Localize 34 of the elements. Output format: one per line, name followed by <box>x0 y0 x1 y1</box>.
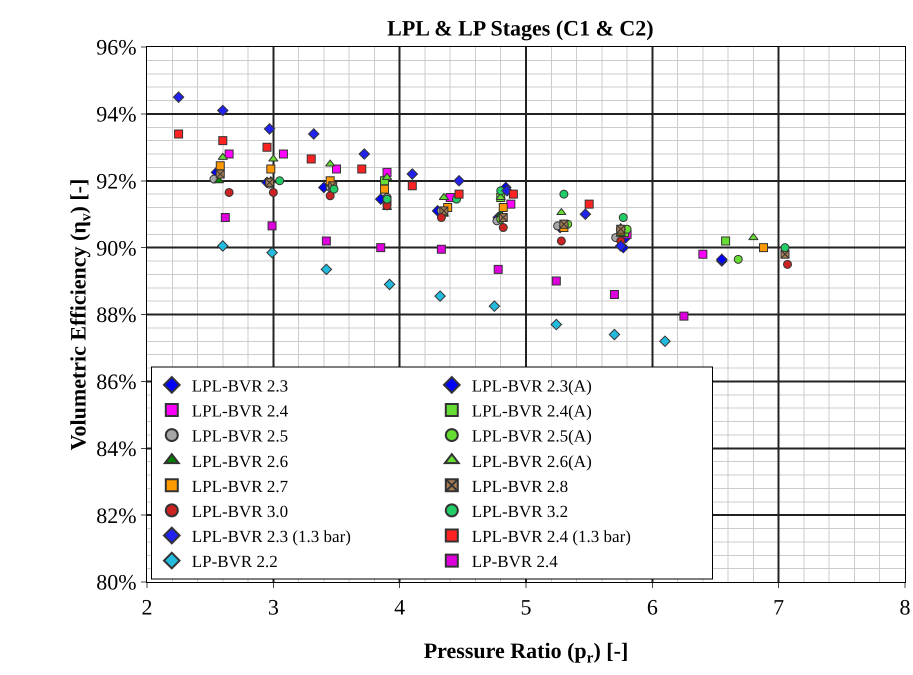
legend-label: LPL-BVR 2.3 <box>192 376 288 396</box>
legend-label: LPL-BVR 3.0 <box>192 502 288 522</box>
y-tick-label: 84% <box>96 436 137 461</box>
x-tick-label: 7 <box>773 594 784 620</box>
y-tick-label: 90% <box>96 235 137 260</box>
legend-label: LP-BVR 2.4 <box>472 552 558 572</box>
legend-label: LPL-BVR 2.3(A) <box>472 376 592 396</box>
chart-title: LPL & LP Stages (C1 & C2) <box>387 16 654 41</box>
legend-label: LPL-BVR 2.5 <box>192 426 288 446</box>
x-tick-label: 5 <box>520 594 532 620</box>
legend-label: LPL-BVR 2.4 (1.3 bar) <box>472 527 631 546</box>
legend-label: LPL-BVR 2.4 <box>192 402 289 421</box>
legend-label: LPL-BVR 2.7 <box>192 476 289 496</box>
x-tick-label: 4 <box>394 594 406 620</box>
x-axis-title: Pressure Ratio (p$_{r}$) [-] <box>424 638 628 667</box>
legend-label: LPL-BVR 2.6 <box>192 452 288 471</box>
x-tick-label: 6 <box>646 594 658 620</box>
legend-label: LPL-BVR 2.5(A) <box>472 426 592 446</box>
y-tick-label: 86% <box>96 369 137 394</box>
x-tick-label: 8 <box>900 594 910 620</box>
y-tick-label: 92% <box>96 168 137 194</box>
legend-label: LP-BVR 2.2 <box>192 552 278 572</box>
y-tick-label: 82% <box>96 502 137 528</box>
x-tick-label: 2 <box>142 594 152 620</box>
y-tick-label: 96% <box>96 34 137 60</box>
y-tick-label: 88% <box>96 302 137 328</box>
x-tick-label: 3 <box>268 594 279 620</box>
legend-label: LPL-BVR 2.8 <box>472 476 568 496</box>
y-tick-label: 94% <box>96 102 137 127</box>
legend-label: LPL-BVR 3.2 <box>472 502 568 522</box>
legend-label: LPL-BVR 2.4(A) <box>472 402 592 421</box>
legend-label: LPL-BVR 2.3 (1.3 bar) <box>192 527 351 546</box>
legend-label: LPL-BVR 2.6(A) <box>472 452 592 471</box>
y-tick-label: 80% <box>96 570 137 595</box>
